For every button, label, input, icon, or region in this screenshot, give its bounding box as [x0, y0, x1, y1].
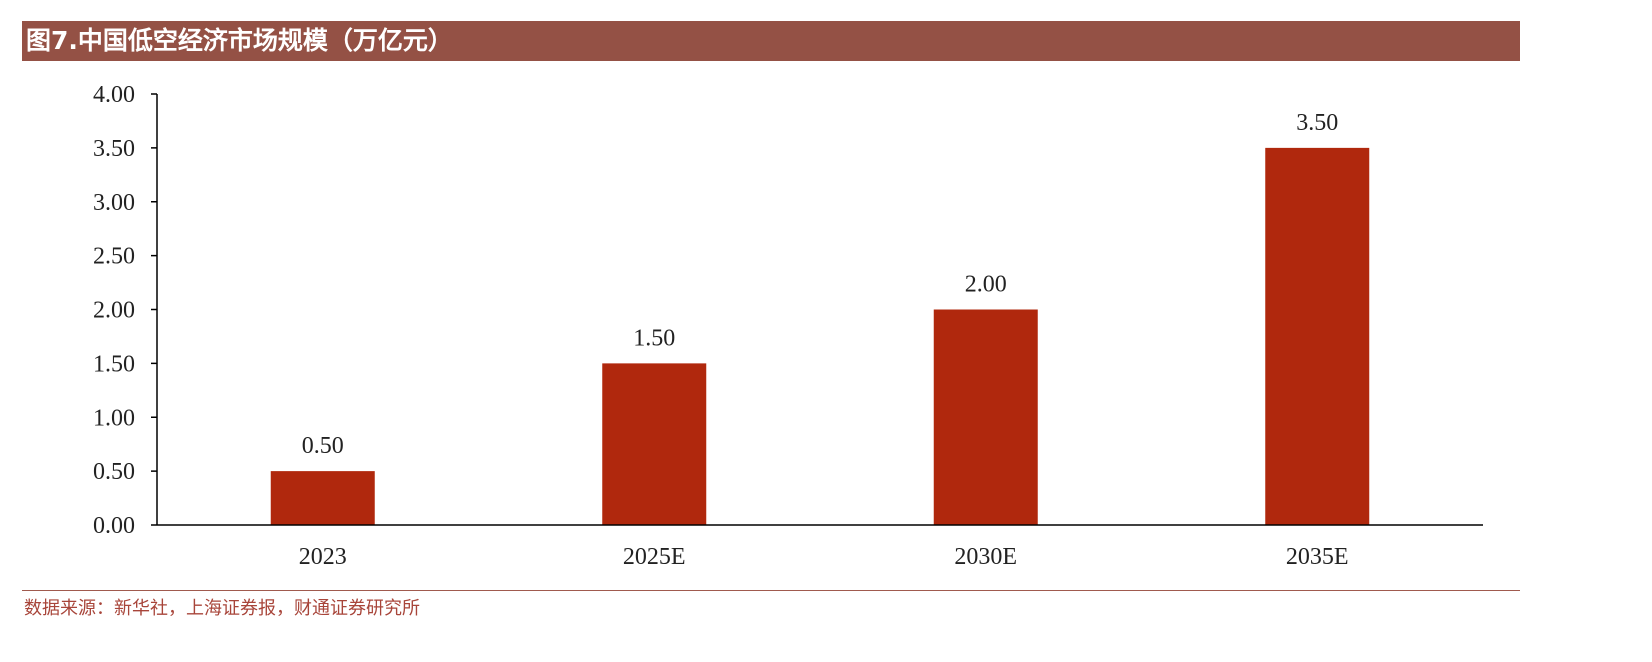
data-label: 2.00 — [965, 272, 1007, 298]
y-tick-label: 2.50 — [93, 244, 135, 270]
y-tick-label: 0.50 — [93, 459, 135, 485]
data-source-note: 数据来源：新华社，上海证券报，财通证券研究所 — [24, 598, 420, 619]
bars: 0.50 1.50 2.00 3.50 — [270, 110, 1370, 525]
bar-2035e — [1265, 147, 1370, 525]
y-tick-label: 0.00 — [93, 513, 135, 539]
x-category-label: 2025E — [623, 544, 686, 570]
x-category-label: 2035E — [1286, 544, 1349, 570]
y-tick-label: 1.50 — [93, 351, 135, 377]
bar-2030e — [933, 309, 1038, 525]
bar-chart: 0.00 0.50 1.00 1.50 2.00 2.50 3.00 3.50 4.00 0.5… — [93, 82, 1483, 570]
y-axis: 0.00 0.50 1.00 1.50 2.00 2.50 3.00 3.50 4.00 — [93, 82, 158, 539]
data-label: 3.50 — [1296, 110, 1338, 136]
data-label: 0.50 — [302, 433, 344, 459]
chart-title: 图7.中国低空经济市场规模（万亿元） — [22, 21, 1520, 61]
data-label: 1.50 — [633, 325, 675, 351]
y-tick-label: 3.50 — [93, 136, 135, 162]
source-divider — [22, 590, 1520, 591]
x-axis: 2023 2025E 2030E 2035E — [157, 524, 1483, 570]
x-category-label: 2030E — [954, 544, 1017, 570]
bar-2023 — [270, 471, 375, 525]
y-tick-label: 4.00 — [93, 82, 135, 108]
y-tick-label: 2.00 — [93, 298, 135, 324]
bar-2025e — [602, 363, 707, 525]
x-category-label: 2023 — [299, 544, 347, 570]
y-tick-label: 1.00 — [93, 405, 135, 431]
y-tick-label: 3.00 — [93, 190, 135, 216]
